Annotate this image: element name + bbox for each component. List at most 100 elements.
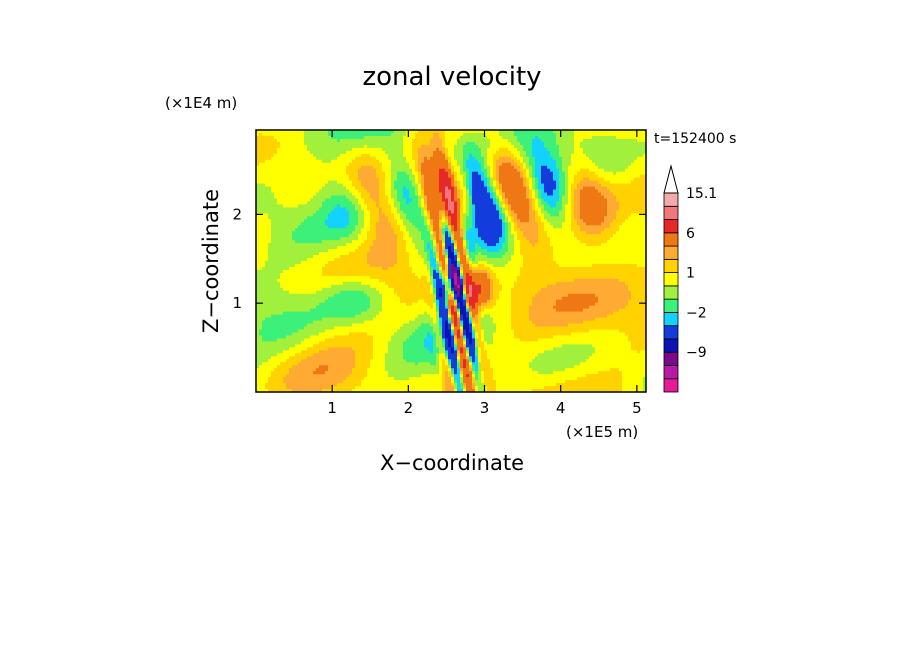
field-cell [271,335,275,339]
field-cell [322,305,326,310]
field-cell [313,356,317,360]
field-cell [409,207,413,211]
field-cell [364,269,368,274]
field-cell [409,138,413,143]
field-cell [262,335,266,339]
field-cell [424,255,428,259]
field-cell [424,308,428,313]
field-cell [400,159,404,164]
field-cell [316,293,320,298]
field-cell [316,159,320,164]
field-cell [259,231,263,235]
field-cell [280,305,284,310]
field-cell [382,189,386,193]
field-cell [352,246,356,250]
field-cell [268,341,272,345]
field-cell [316,144,320,149]
field-cell [376,162,380,167]
field-cell [295,195,299,199]
field-cell [388,272,392,277]
field-cell [292,156,296,161]
field-cell [256,180,260,184]
field-cell [283,359,287,363]
field-cell [283,383,287,387]
field-cell [400,237,404,241]
field-cell [295,201,299,205]
field-cell [397,311,401,315]
field-cell [388,380,392,384]
field-cell [298,252,302,256]
field-cell [325,252,329,256]
field-cell [280,252,284,256]
field-cell [265,198,269,202]
field-cell [382,246,386,250]
field-cell [382,168,386,173]
field-cell [301,302,305,307]
field-cell [379,150,383,155]
field-cell [274,278,278,283]
field-cell [412,189,416,193]
field-cell [265,171,269,176]
field-cell [289,317,293,321]
field-cell [391,263,395,268]
field-cell [358,198,362,202]
field-cell [352,132,356,137]
field-cell [292,258,296,262]
field-cell [265,132,269,137]
field-cell [376,249,380,253]
field-cell [364,341,368,345]
field-cell [319,222,323,226]
field-cell [289,174,293,179]
field-cell [262,338,266,342]
field-cell [343,144,347,149]
field-cell [268,344,272,348]
field-cell [271,255,275,259]
field-cell [397,261,401,265]
field-cell [370,243,374,247]
field-cell [313,135,317,140]
field-cell [328,132,332,137]
field-cell [343,338,347,342]
field-cell [337,177,341,182]
field-cell [409,356,413,360]
field-cell [325,374,329,378]
field-cell [412,281,416,286]
field-cell [292,210,296,214]
field-cell [382,180,386,184]
field-cell [388,261,392,265]
field-cell [385,287,389,292]
field-cell [268,252,272,256]
field-cell [316,207,320,211]
field-cell [355,269,359,274]
field-cell [316,192,320,196]
field-cell [415,261,419,265]
field-cell [322,252,326,256]
field-cell [325,225,329,229]
field-cell [271,213,275,217]
field-cell [412,141,416,146]
field-cell [301,296,305,301]
field-cell [418,377,422,381]
field-cell [376,338,380,342]
field-cell [337,323,341,327]
field-cell [421,299,425,304]
field-cell [325,222,329,226]
field-cell [352,183,356,187]
field-cell [310,368,314,372]
field-cell [421,332,425,336]
field-cell [295,210,299,214]
field-cell [298,168,302,173]
field-cell [394,177,398,182]
field-cell [319,213,323,217]
field-cell [406,213,410,217]
field-cell [355,266,359,271]
field-cell [373,329,377,333]
field-cell [304,380,308,384]
field-cell [268,329,272,333]
field-cell [337,329,341,333]
field-cell [403,171,407,176]
field-cell [409,383,413,387]
field-cell [280,246,284,250]
field-cell [310,234,314,238]
field-cell [268,204,272,208]
